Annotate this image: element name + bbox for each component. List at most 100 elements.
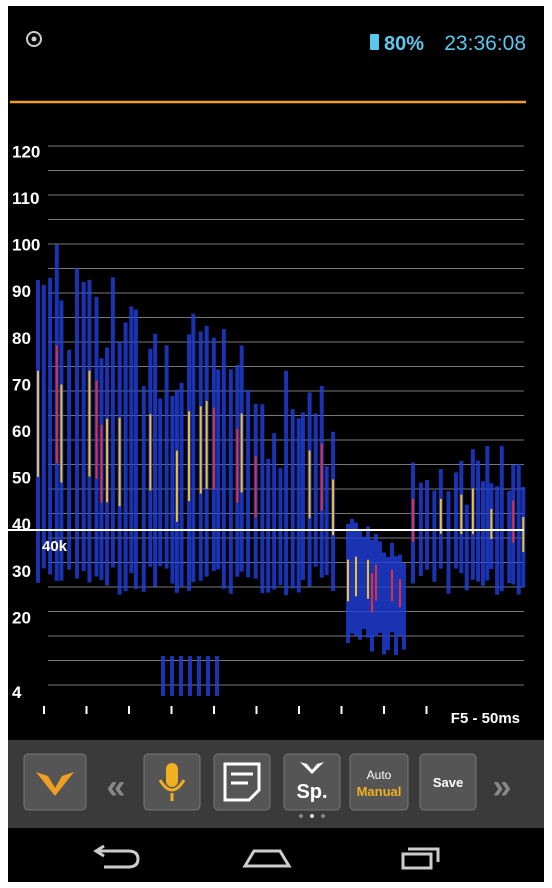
battery-level: 80% <box>384 33 424 55</box>
home-button[interactable] <box>245 851 289 866</box>
spectrogram-core <box>522 517 524 552</box>
spectrogram-streak <box>215 656 219 696</box>
frequency-label: 60 <box>12 422 31 441</box>
spectrogram-streak <box>222 329 226 589</box>
spectrogram-streak <box>67 350 71 570</box>
mode-manual[interactable]: Manual <box>357 784 402 799</box>
spectrogram-core <box>367 560 369 599</box>
spectrogram-core <box>100 425 102 503</box>
spectrogram-streak <box>447 491 451 594</box>
spectrogram-streak <box>291 409 295 588</box>
spectrogram-core <box>332 480 334 536</box>
spectrogram-core <box>188 411 190 501</box>
mode-auto[interactable]: Auto <box>367 768 392 782</box>
spectrogram-streak <box>134 310 138 589</box>
spectrogram-streak <box>432 491 436 582</box>
spectrogram-core <box>375 565 377 601</box>
scroll-left[interactable]: « <box>107 768 126 806</box>
spectrogram-core <box>149 414 151 490</box>
spectrogram-streak <box>153 334 157 587</box>
spectrogram-streak <box>266 459 270 593</box>
recents-button[interactable] <box>403 854 431 868</box>
spectrogram-streak <box>425 480 429 570</box>
spectrogram-streak <box>246 390 250 577</box>
spectrogram-streak <box>111 277 115 567</box>
frequency-label: 90 <box>12 282 31 301</box>
spectrogram-streak <box>362 537 366 629</box>
spectrogram-core <box>490 509 492 539</box>
spectrogram-core <box>399 579 401 607</box>
spectrogram-streak <box>358 530 362 639</box>
notes-button[interactable] <box>214 754 270 810</box>
spectrogram-core <box>371 573 373 612</box>
spectrogram-streak <box>284 371 288 595</box>
spectrogram-streak <box>129 306 133 573</box>
spectrogram-streak <box>170 656 174 696</box>
spectrogram-core <box>355 557 357 597</box>
time-scale-label: F5 - 50ms <box>451 710 520 727</box>
spectrogram-streak <box>301 412 305 580</box>
gps-icon-dot <box>32 37 37 42</box>
spectrogram-streak <box>42 285 46 568</box>
frequency-label: 80 <box>12 329 31 348</box>
battery-icon <box>370 34 379 50</box>
app-view: 80% 23:36:08 12011010090807060504030204 … <box>8 6 544 882</box>
clock: 23:36:08 <box>444 32 526 55</box>
spectrogram-core <box>37 371 39 477</box>
spectrogram-core <box>56 346 58 464</box>
spectrogram-streak <box>454 472 458 568</box>
spectrogram-streak <box>188 656 192 696</box>
spectrogram-streak <box>75 268 79 578</box>
spectrogram-core <box>255 456 257 517</box>
spectrogram-streak <box>402 563 406 650</box>
frequency-label: 100 <box>12 236 40 255</box>
spectrogram-streak <box>386 557 390 650</box>
mode-button[interactable]: Auto Manual <box>350 754 408 810</box>
frequency-label: 40 <box>12 515 31 534</box>
nav-bar <box>96 846 438 868</box>
spectrogram-streak <box>476 461 480 582</box>
spectrogram-streak <box>325 466 329 575</box>
spectrogram-core <box>309 451 311 519</box>
spectrogram-streak <box>142 386 146 592</box>
spectrogram-streak <box>507 491 511 583</box>
spectrogram-core <box>460 495 462 534</box>
back-button[interactable] <box>96 846 138 867</box>
spectrogram-core <box>472 488 474 534</box>
spectrogram-core <box>176 451 178 522</box>
spectrogram-streak <box>216 369 220 569</box>
frequency-label: 70 <box>12 375 31 394</box>
spectrogram-streak <box>260 404 264 593</box>
spectrogram-streak <box>378 541 382 632</box>
spectrogram-core <box>96 381 98 479</box>
spectrogram-streak <box>124 322 128 591</box>
spectrogram-streak <box>158 398 162 566</box>
spectrogram-streak <box>82 282 86 571</box>
spectrogram-streak <box>165 345 169 568</box>
record-button[interactable] <box>144 754 200 810</box>
logo-button-bg[interactable] <box>24 754 86 810</box>
save-label[interactable]: Save <box>433 775 463 790</box>
mode-button-bg[interactable] <box>350 754 408 810</box>
frequency-label: 4 <box>12 683 22 702</box>
spectrogram-streak <box>161 656 165 696</box>
spectrogram-streak <box>465 505 469 591</box>
save-button[interactable]: Save <box>420 754 476 810</box>
species-label[interactable]: Sp. <box>296 781 327 803</box>
species-button[interactable]: Sp. <box>284 754 340 810</box>
spectrogram-core <box>440 499 442 534</box>
spectrogram-streak <box>382 553 386 655</box>
spectrogram-streak <box>314 413 318 566</box>
spectrogram-streak <box>485 446 489 581</box>
scroll-right[interactable]: » <box>493 768 512 806</box>
spectrogram-streak <box>191 314 195 582</box>
page-dot <box>299 814 303 818</box>
logo-button[interactable] <box>24 754 86 810</box>
spectrogram-core <box>347 560 349 602</box>
spectrogram-streak <box>180 383 184 587</box>
spectrogram-core <box>321 443 323 510</box>
spectrogram-streak <box>170 396 174 584</box>
spectrogram-streak <box>394 556 398 655</box>
spectrogram-streak <box>297 418 301 592</box>
